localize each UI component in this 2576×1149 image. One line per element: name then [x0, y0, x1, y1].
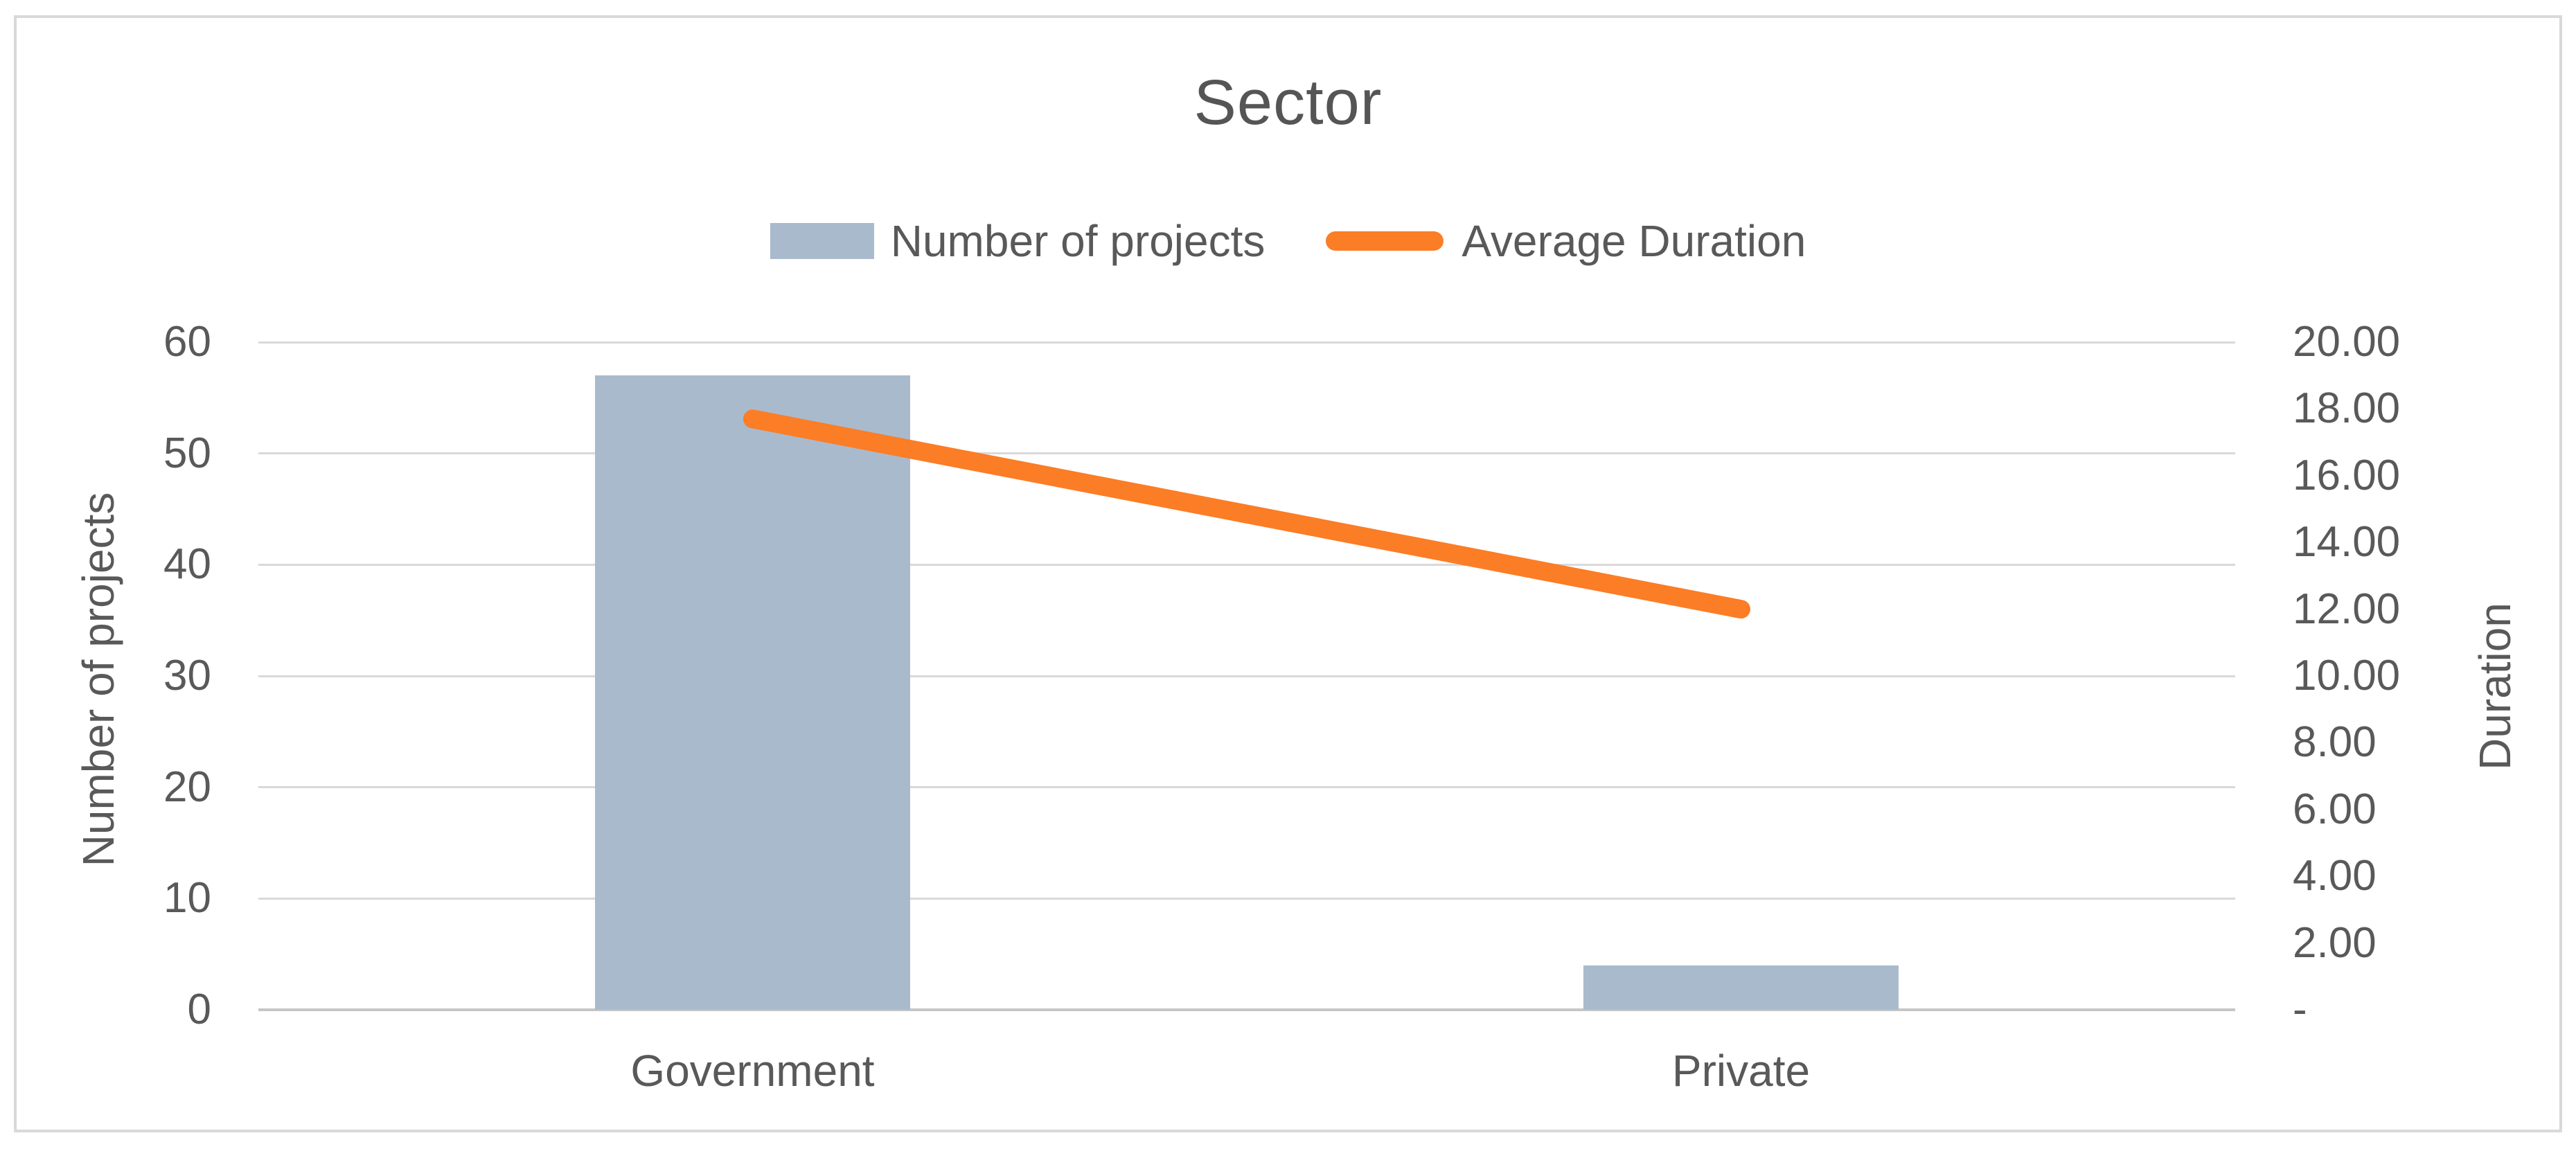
chart-title: Sector	[1193, 67, 1383, 138]
gridline	[258, 786, 2235, 789]
left-axis-tick-label: 60	[163, 318, 211, 366]
chart-frame	[14, 15, 2562, 1132]
gridline	[258, 563, 2235, 566]
left-axis-tick-label: 20	[163, 763, 211, 811]
right-axis-tick-label: 2.00	[2293, 918, 2377, 967]
bar-swatch-icon	[770, 223, 874, 259]
right-axis-tick-label: 12.00	[2293, 585, 2401, 633]
right-axis-tick-label: 10.00	[2293, 652, 2401, 700]
left-axis-tick-label: 30	[163, 652, 211, 700]
gridline	[258, 341, 2235, 344]
right-axis-tick-label: 8.00	[2293, 718, 2377, 767]
right-axis-tick-label: 4.00	[2293, 852, 2377, 900]
line-swatch-icon	[1326, 231, 1444, 251]
legend-entry-number-of-projects: Number of projects	[770, 217, 1265, 265]
left-axis-tick-label: 50	[163, 429, 211, 477]
legend-label-number-of-projects: Number of projects	[890, 216, 1265, 266]
legend-label-average-duration: Average Duration	[1462, 216, 1806, 266]
right-axis-tick-label: 18.00	[2293, 384, 2401, 433]
legend: Number of projects Average Duration	[0, 213, 2576, 269]
right-axis-tick-label: -	[2293, 986, 2307, 1033]
right-axis-tick-label: 6.00	[2293, 785, 2377, 833]
right-axis-tick-label: 16.00	[2293, 451, 2401, 499]
bar-government	[595, 375, 910, 1010]
category-label-government: Government	[630, 1046, 875, 1096]
category-label-private: Private	[1671, 1046, 1811, 1096]
legend-entry-average-duration: Average Duration	[1326, 217, 1806, 265]
x-axis-line	[258, 1008, 2235, 1011]
right-axis-tick-label: 20.00	[2293, 318, 2401, 366]
gridline	[258, 897, 2235, 900]
right-axis-tick-label: 14.00	[2293, 518, 2401, 567]
left-axis-tick-label: 40	[163, 540, 211, 589]
bar-private	[1583, 965, 1899, 1010]
gridline	[258, 452, 2235, 455]
left-axis-tick-label: 0	[187, 986, 211, 1033]
left-axis-tick-label: 10	[163, 874, 211, 923]
gridline	[258, 675, 2235, 677]
